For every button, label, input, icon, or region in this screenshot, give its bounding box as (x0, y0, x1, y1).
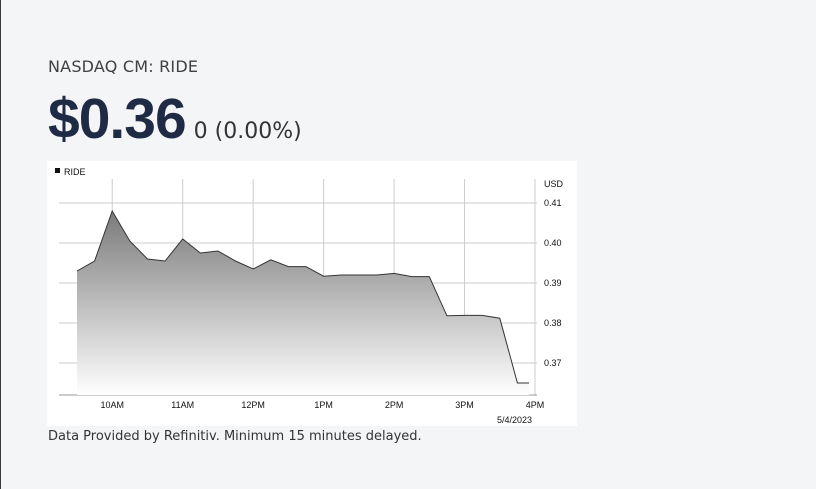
x-tick-label: 11AM (171, 400, 194, 410)
x-tick-label: 3PM (455, 400, 474, 410)
ticker-symbol: NASDAQ CM: RIDE (48, 57, 199, 76)
x-tick-label: 10AM (100, 400, 124, 410)
y-tick-label: 0.39 (544, 278, 562, 288)
price-line (76, 209, 530, 384)
legend-swatch (55, 168, 60, 173)
data-disclaimer: Data Provided by Refinitiv. Minimum 15 m… (48, 429, 422, 444)
y-tick-label: 0.40 (544, 238, 562, 248)
y-tick-label: 0.41 (544, 198, 562, 208)
x-tick-label: 12PM (241, 400, 265, 410)
left-border (0, 0, 1, 489)
x-tick-label: 1PM (314, 400, 333, 410)
legend-label: RIDE (64, 167, 86, 177)
x-tick-label: 2PM (385, 400, 404, 410)
price-row: $0.36 0 (0.00%) (48, 86, 302, 152)
price-chart: 10AM 11AM 12PM 1PM 2PM 3PM 4PM 0.37 0.38 0.39 0.40… (47, 161, 577, 426)
current-price: $0.36 (48, 87, 187, 151)
price-change: 0 (0.00%) (193, 119, 302, 144)
y-tick-label: 0.37 (544, 358, 562, 368)
x-tick-label: 4PM (526, 400, 545, 410)
date-label: 5/4/2023 (497, 415, 532, 425)
chart-svg: 10AM 11AM 12PM 1PM 2PM 3PM 4PM 0.37 0.38 0.39 0.40… (55, 167, 564, 425)
price-area (77, 211, 530, 395)
y-axis-unit: USD (544, 179, 564, 189)
y-tick-label: 0.38 (544, 318, 562, 328)
